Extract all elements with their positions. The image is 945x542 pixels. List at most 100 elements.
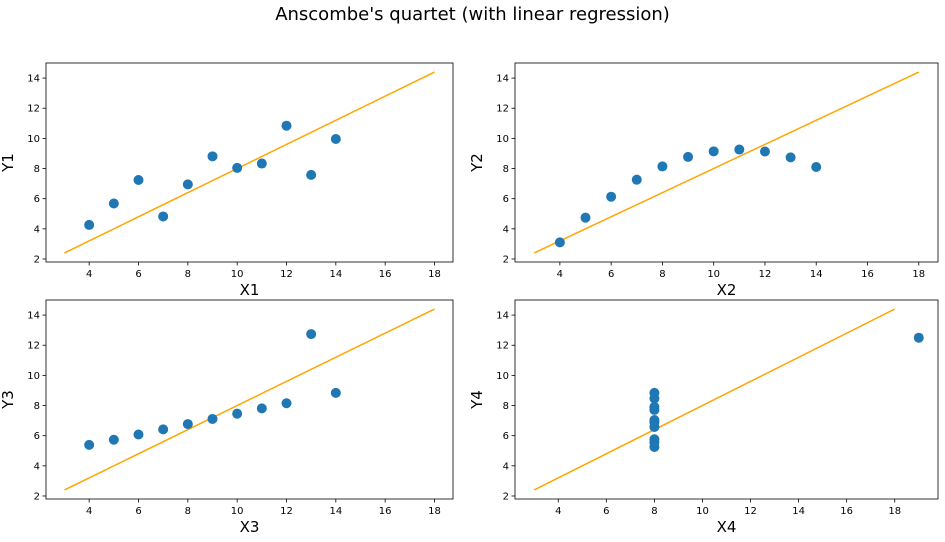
data-point <box>207 151 218 162</box>
y-tick-label: 10 <box>27 134 40 145</box>
regression-line <box>64 308 435 491</box>
x-tick-label: 18 <box>888 506 901 517</box>
x-tick-label: 4 <box>86 269 92 280</box>
y-tick-label: 12 <box>27 104 40 115</box>
data-point <box>158 211 169 222</box>
x-tick-label: 18 <box>912 269 925 280</box>
y-tick-label: 6 <box>34 431 40 442</box>
data-point <box>683 151 694 162</box>
data-point <box>785 152 796 163</box>
y-tick-label: 14 <box>496 74 509 85</box>
data-point <box>649 417 660 428</box>
x-tick-label: 10 <box>707 269 720 280</box>
x-axis-label: X2 <box>717 281 737 299</box>
data-point <box>306 329 317 340</box>
subplot-1: 4 6 8 10 12 14 16 18 2 4 6 8 10 12 14 X1 Y1 <box>0 62 454 299</box>
x-tick-label: 16 <box>861 269 874 280</box>
data-point <box>256 158 267 169</box>
x-tick-label: 6 <box>608 269 614 280</box>
subplot-2: 4 6 8 10 12 14 16 18 2 4 6 8 10 12 14 X2 Y2 <box>468 62 939 299</box>
y-tick-label: 4 <box>34 224 40 235</box>
x-tick-label: 16 <box>379 269 392 280</box>
x-tick-label: 12 <box>744 506 757 517</box>
x-axis-label: X1 <box>240 281 260 299</box>
y-tick-label: 8 <box>34 401 40 412</box>
subplot-4: 4 6 8 10 12 14 16 18 2 4 6 8 10 12 14 X4 Y4 <box>468 299 939 536</box>
data-point <box>108 434 119 445</box>
data-point <box>108 198 119 209</box>
data-point <box>734 144 745 155</box>
x-tick-label: 8 <box>185 506 191 517</box>
data-point <box>256 403 267 414</box>
axes-frame <box>514 299 939 500</box>
data-point <box>281 398 292 409</box>
x-tick-label: 10 <box>696 506 709 517</box>
y-axis-label: Y1 <box>0 153 17 173</box>
y-tick-label: 2 <box>34 491 40 502</box>
y-tick-label: 8 <box>503 401 509 412</box>
regression-line <box>533 308 896 491</box>
data-point <box>84 439 95 450</box>
subplot-3: 4 6 8 10 12 14 16 18 2 4 6 8 10 12 14 X3 Y3 <box>0 299 454 536</box>
data-point <box>133 429 144 440</box>
y-tick-label: 2 <box>34 254 40 265</box>
x-tick-label: 8 <box>185 269 191 280</box>
data-point <box>708 146 719 157</box>
data-point <box>158 424 169 435</box>
x-tick-label: 18 <box>428 506 441 517</box>
x-tick-label: 16 <box>379 506 392 517</box>
x-tick-label: 8 <box>659 269 665 280</box>
x-tick-label: 4 <box>555 506 561 517</box>
x-tick-label: 6 <box>135 269 141 280</box>
axes-frame <box>514 62 939 263</box>
data-point <box>182 179 193 190</box>
y-tick-label: 2 <box>503 254 509 265</box>
axes-frame <box>45 299 454 500</box>
axes-frame <box>45 62 454 263</box>
y-tick-label: 8 <box>34 164 40 175</box>
figure-title: Anscombe's quartet (with linear regressi… <box>275 4 670 25</box>
x-tick-label: 14 <box>329 506 342 517</box>
data-point <box>606 191 617 202</box>
x-tick-label: 12 <box>759 269 772 280</box>
x-axis-label: X4 <box>717 518 737 536</box>
x-axis-label: X3 <box>240 518 260 536</box>
data-point <box>207 413 218 424</box>
x-tick-label: 12 <box>280 506 293 517</box>
y-tick-label: 10 <box>27 371 40 382</box>
y-tick-label: 10 <box>496 134 509 145</box>
x-tick-label: 16 <box>840 506 853 517</box>
y-tick-label: 8 <box>503 164 509 175</box>
data-point <box>759 146 770 157</box>
x-tick-label: 6 <box>603 506 609 517</box>
y-tick-label: 12 <box>27 341 40 352</box>
x-tick-label: 6 <box>135 506 141 517</box>
regression-line <box>64 71 435 254</box>
y-axis-label: Y4 <box>468 390 486 410</box>
y-tick-label: 12 <box>496 341 509 352</box>
data-point <box>657 161 668 172</box>
x-tick-label: 18 <box>428 269 441 280</box>
x-tick-label: 10 <box>231 269 244 280</box>
y-tick-label: 4 <box>34 461 40 472</box>
x-tick-label: 12 <box>280 269 293 280</box>
y-tick-label: 6 <box>34 194 40 205</box>
y-tick-label: 4 <box>503 224 509 235</box>
y-tick-label: 14 <box>496 311 509 322</box>
y-axis-label: Y3 <box>0 390 17 410</box>
y-tick-label: 14 <box>27 74 40 85</box>
data-point <box>913 332 924 343</box>
y-tick-label: 14 <box>27 311 40 322</box>
y-tick-label: 6 <box>503 194 509 205</box>
y-tick-label: 2 <box>503 491 509 502</box>
y-tick-label: 6 <box>503 431 509 442</box>
data-point <box>306 169 317 180</box>
data-point <box>133 174 144 185</box>
x-tick-label: 8 <box>651 506 657 517</box>
x-tick-label: 14 <box>329 269 342 280</box>
data-point <box>84 219 95 230</box>
x-tick-label: 4 <box>86 506 92 517</box>
y-tick-label: 12 <box>496 104 509 115</box>
data-point <box>330 387 341 398</box>
